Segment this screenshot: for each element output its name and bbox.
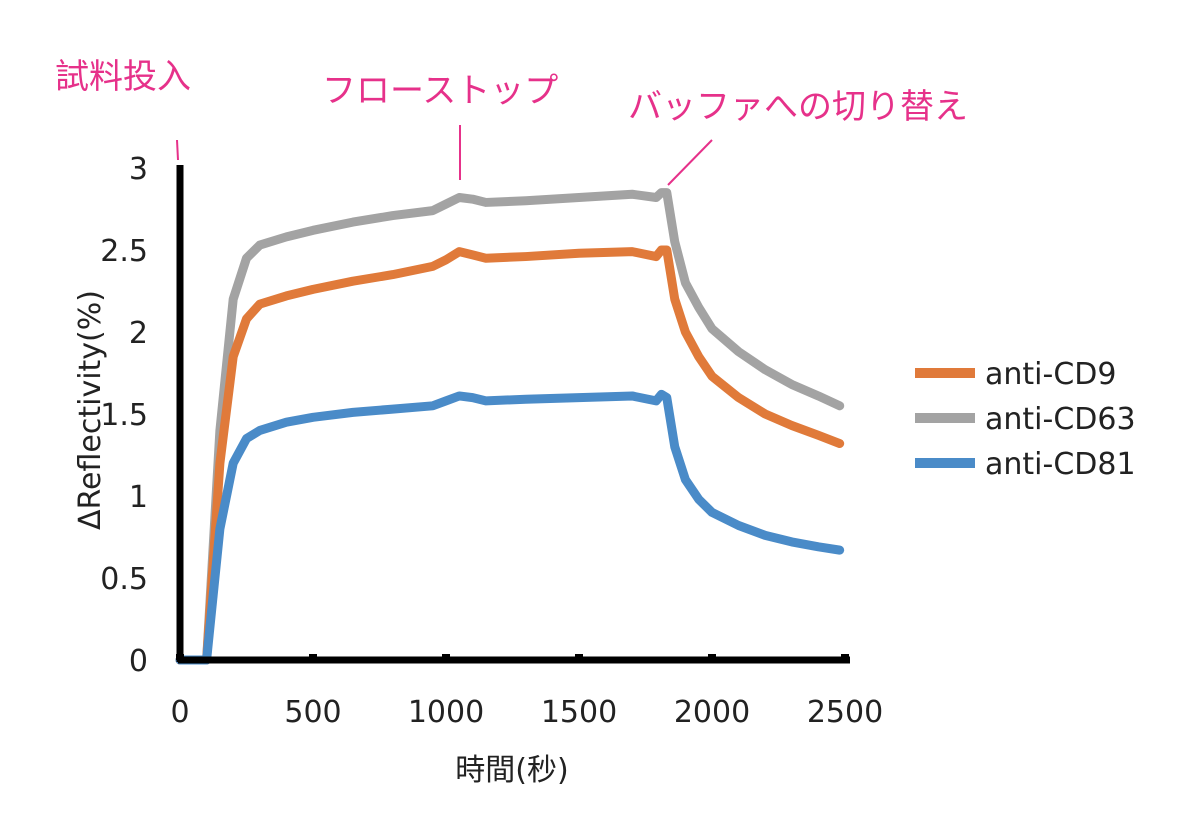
annotation-buffer-switch: バッファへの切り替え <box>628 87 968 127</box>
series-layer <box>175 188 845 665</box>
y-tick-label: 3 <box>129 152 148 187</box>
x-tick-label: 2500 <box>807 695 883 730</box>
legend-label: anti-CD63 <box>985 402 1136 437</box>
y-tick-label: 0 <box>129 644 148 679</box>
x-tick-label: 500 <box>284 695 341 730</box>
annotation-pointer <box>667 139 713 186</box>
x-tick-label: 0 <box>170 695 189 730</box>
series-line-anti-cd9 <box>175 245 845 665</box>
annotation-sample-injection: 試料投入 <box>55 57 191 97</box>
y-tick-label: 1 <box>129 480 148 515</box>
x-tick-label: 1500 <box>541 695 617 730</box>
annotation-flow-stop: フローストップ <box>322 71 558 111</box>
annotation-pointer <box>176 139 179 161</box>
x-tick-label: 2000 <box>674 695 750 730</box>
legend-label: anti-CD81 <box>985 447 1136 482</box>
x-tick-labels: 0 500 1000 1500 2000 2500 <box>170 654 883 730</box>
x-axis-label: 時間(秒) <box>455 753 568 788</box>
legend: anti-CD9 anti-CD63 anti-CD81 <box>915 357 1136 482</box>
y-tick-label: 2 <box>129 316 148 351</box>
series-line-anti-cd81 <box>175 389 845 665</box>
legend-label: anti-CD9 <box>985 357 1116 392</box>
y-tick-label: 2.5 <box>100 234 148 269</box>
x-tick-label: 1000 <box>408 695 484 730</box>
y-tick-label: 0.5 <box>100 562 148 597</box>
y-tick-labels: 0 0.5 1 1.5 2 2.5 3 <box>100 152 148 679</box>
y-axis-label: ΔReflectivity(%) <box>73 290 108 530</box>
series-line-anti-cd63 <box>175 188 845 665</box>
y-tick-label: 1.5 <box>100 398 148 433</box>
